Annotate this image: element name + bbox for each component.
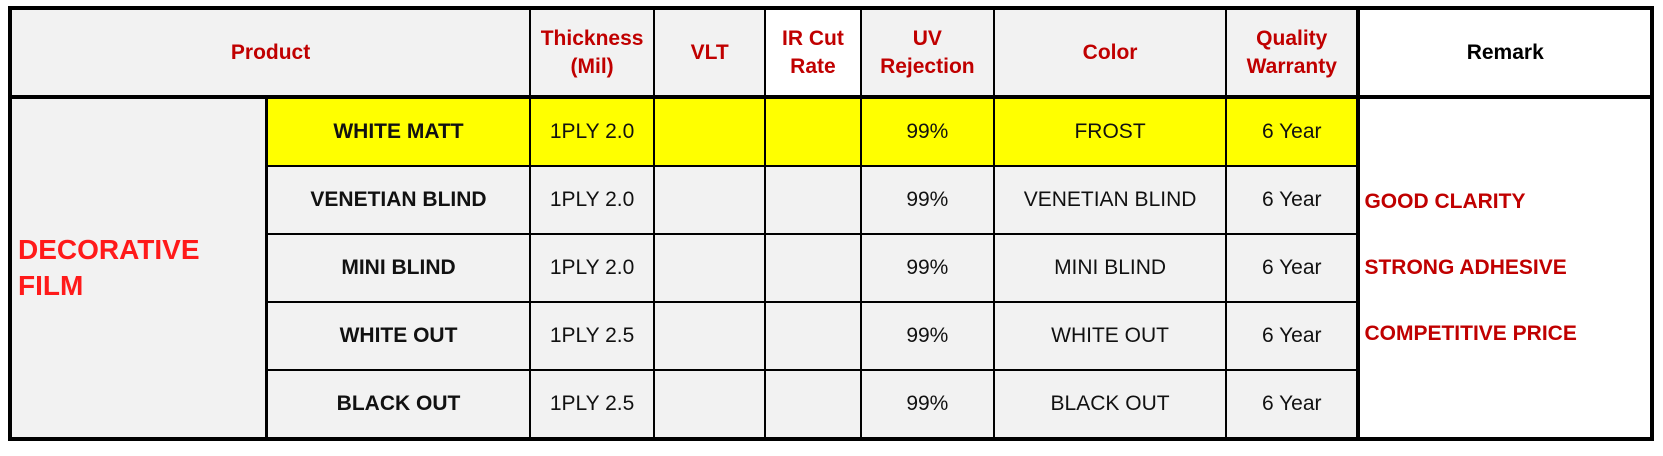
header-thickness: Thickness (Mil) [529,7,656,99]
uv-value: 99% [859,369,996,440]
category-label-line-1: DECORATIVE [18,234,200,265]
table-row: WHITE OUT 1PLY 2.5 99% WHITE OUT 6 Year [10,301,1652,371]
table-row: VENETIAN BLIND 1PLY 2.0 99% VENETIAN BLI… [10,165,1652,235]
remarks-cell: GOOD CLARITY STRONG ADHESIVE COMPETITIVE… [1356,96,1653,440]
vlt-value [653,233,767,303]
product-name: WHITE OUT [265,301,532,371]
warranty-value: 6 Year [1225,96,1361,167]
header-quality-warranty: Quality Warranty [1225,7,1361,99]
thickness-value: 1PLY 2.5 [529,301,656,371]
product-name: WHITE MATT [265,96,532,167]
uv-value: 99% [859,165,996,235]
header-uv-rejection: UV Rejection [859,7,996,99]
ir-value [764,96,862,167]
vlt-value [653,165,767,235]
header-vlt: VLT [653,7,767,99]
product-spec-table: Product Thickness (Mil) VLT IR Cut Rate UV… [8,6,1654,441]
color-value: VENETIAN BLIND [993,165,1228,235]
color-value: MINI BLIND [993,233,1228,303]
product-name: MINI BLIND [265,233,532,303]
color-value: FROST [993,96,1228,167]
remark-competitive-price: COMPETITIVE PRICE [1364,322,1577,345]
warranty-value: 6 Year [1225,369,1361,440]
table-row: BLACK OUT 1PLY 2.5 99% BLACK OUT 6 Year [10,369,1652,440]
ir-value [764,233,862,303]
color-value: BLACK OUT [993,369,1228,440]
remark-good-clarity: GOOD CLARITY [1364,190,1526,213]
warranty-value: 6 Year [1225,165,1361,235]
ir-value [764,369,862,440]
warranty-value: 6 Year [1225,301,1361,371]
ir-value [764,301,862,371]
ir-value [764,165,862,235]
thickness-value: 1PLY 2.0 [529,233,656,303]
product-name: VENETIAN BLIND [265,165,532,235]
thickness-value: 1PLY 2.0 [529,165,656,235]
header-row: Product Thickness (Mil) VLT IR Cut Rate UV… [8,7,1653,99]
table-row: MINI BLIND 1PLY 2.0 99% MINI BLIND 6 Yea… [10,233,1652,303]
warranty-value: 6 Year [1225,233,1361,303]
header-ir-cut-rate: IR Cut Rate [764,7,862,99]
category-label-line-2: FILM [18,270,84,301]
vlt-value [653,96,767,167]
header-color: Color [993,7,1228,99]
remark-strong-adhesive: STRONG ADHESIVE [1364,256,1567,279]
thickness-value: 1PLY 2.5 [529,369,656,440]
category-cell: DECORATIVE FILM [8,96,268,440]
vlt-value [653,369,767,440]
thickness-value: 1PLY 2.0 [529,96,656,167]
color-value: WHITE OUT [993,301,1228,371]
uv-value: 99% [859,96,996,167]
product-name: BLACK OUT [265,369,532,440]
uv-value: 99% [859,233,996,303]
header-product: Product [8,7,532,99]
vlt-value [653,301,767,371]
spec-table-container: Product Thickness (Mil) VLT IR Cut Rate UV… [8,6,1654,441]
uv-value: 99% [859,301,996,371]
header-remark: Remark [1357,7,1653,99]
table-row: DECORATIVE FILM WHITE MATT 1PLY 2.0 99% … [8,96,1653,440]
